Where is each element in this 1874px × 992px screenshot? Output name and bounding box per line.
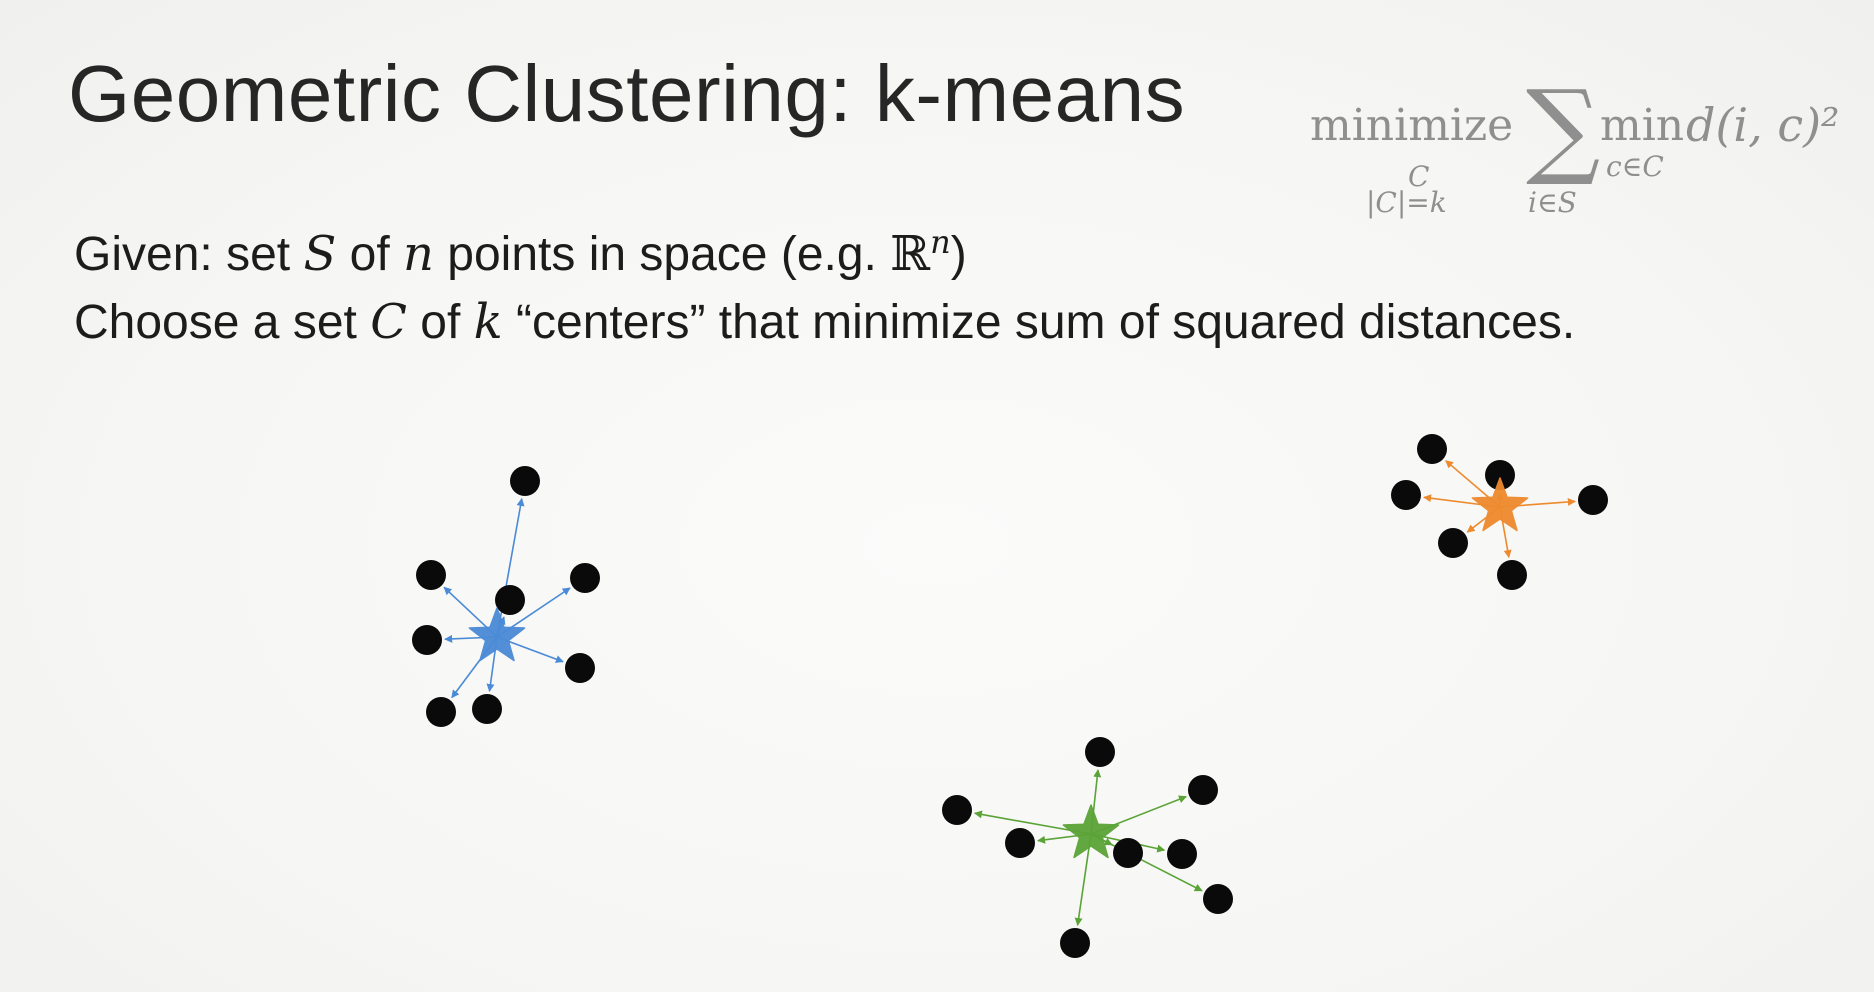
blue-cluster-point [416,560,446,590]
green-cluster-point [942,795,972,825]
blue-cluster-point [412,625,442,655]
cluster-edges [443,460,1576,926]
orange-cluster-point [1485,460,1515,490]
formula-sum-symbol: ∑ [1526,67,1601,189]
choose-suffix: “centers” that minimize sum of squared d… [502,296,1576,349]
formula-distance-term: d(i, c)² [1686,98,1840,152]
choose-of: of [406,296,474,349]
blue-cluster-point [495,585,525,615]
orange-cluster-point [1417,434,1447,464]
green-center-star-icon [1062,804,1120,859]
orange-cluster-point [1497,560,1527,590]
given-suffix: points in space (e.g. [433,228,891,281]
green-assignment-arrow [1090,833,1203,892]
orange-center-star-icon [1471,477,1529,532]
blue-cluster-point [565,653,595,683]
real-space-exponent: n [930,223,951,261]
cluster-centers [468,477,1529,859]
green-cluster-point [1188,775,1218,805]
green-cluster-point [1167,839,1197,869]
given-prefix: Given: set [74,228,304,281]
orange-cluster-point [1438,528,1468,558]
data-points [412,434,1608,958]
formula-inner-min: min [1600,100,1685,151]
green-cluster-point [1005,828,1035,858]
var-s: S [303,226,337,282]
formula-operator: minimize [1310,100,1514,151]
formula-inner-sub: c∈C [1606,150,1664,183]
real-space-symbol: ℝ [890,226,931,282]
orange-cluster-point [1578,485,1608,515]
blue-cluster-point [570,563,600,593]
blue-cluster-point [510,466,540,496]
var-k: k [473,294,503,350]
formula-operator-sub-c: C [1408,160,1430,193]
blue-cluster-point [426,697,456,727]
green-assignment-arrow [1074,833,1092,926]
given-of: of [336,228,404,281]
green-cluster-point [1085,737,1115,767]
blue-center-star-icon [468,607,526,662]
var-c: C [370,294,407,350]
given-statement: Given: set S of n points in space (e.g. … [74,212,967,285]
blue-assignment-arrow [496,497,525,638]
formula-operator-sub-k: |C|=k [1366,186,1447,219]
blue-cluster-point [472,694,502,724]
green-cluster-point [1113,838,1143,868]
given-close: ) [950,228,967,281]
green-cluster-point [1060,928,1090,958]
choose-statement: Choose a set C of k “centers” that minim… [74,292,1575,353]
var-n: n [403,226,434,282]
orange-cluster-point [1391,480,1421,510]
green-cluster-point [1203,884,1233,914]
slide-title: Geometric Clustering: k-means [68,49,1186,138]
formula-sum-sub: i∈S [1528,186,1577,219]
kmeans-objective-formula: minimize C |C|=k ∑ i∈S min c∈C d(i, c)² [1310,68,1850,228]
choose-prefix: Choose a set [74,296,371,349]
